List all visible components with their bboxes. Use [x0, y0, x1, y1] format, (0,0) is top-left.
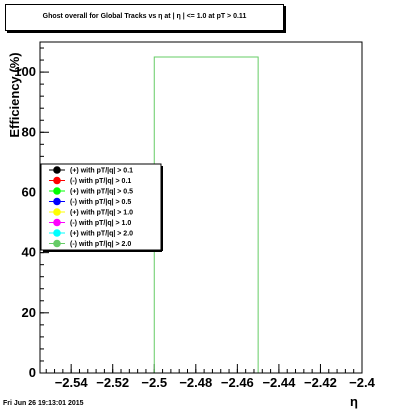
histogram-bin — [153, 56, 259, 373]
x-tick-label: −2.46 — [221, 375, 254, 390]
legend-marker — [53, 208, 61, 216]
footer-timestamp: Fri Jun 26 19:13:01 2015 — [3, 400, 84, 407]
x-tick-label: −2.44 — [262, 375, 296, 390]
legend-label: (-) with pT/|q| > 1.0 — [70, 220, 131, 227]
x-axis-title: η — [350, 394, 358, 409]
y-tick-label: 60 — [22, 184, 36, 199]
legend-label: (+) with pT/|q| > 1.0 — [70, 210, 133, 217]
y-tick-label: 20 — [22, 305, 36, 320]
title-box: Ghost overall for Global Tracks vs η at … — [5, 4, 284, 31]
legend-marker — [53, 218, 61, 227]
legend-label: (+) with pT/|q| > 2.0 — [70, 231, 133, 238]
chart-title: Ghost overall for Global Tracks vs η at … — [42, 13, 247, 20]
legend-marker — [53, 197, 61, 206]
histogram-layer — [153, 56, 259, 373]
legend-marker — [53, 166, 61, 174]
legend-label: (+) with pT/|q| > 0.5 — [70, 189, 133, 196]
y-tick-label: 80 — [22, 124, 36, 139]
y-tick-label: 0 — [29, 365, 36, 380]
x-tick-label: −2.52 — [96, 375, 129, 390]
x-tick-label: −2.4 — [349, 375, 375, 390]
legend-label: (-) with pT/|q| > 0.1 — [70, 178, 131, 185]
legend-label: (-) with pT/|q| > 2.0 — [70, 241, 131, 248]
x-tick-label: −2.5 — [141, 375, 167, 390]
x-tick-label: −2.48 — [179, 375, 212, 390]
x-tick-label: −2.42 — [304, 375, 337, 390]
legend-label: (+) with pT/|q| > 0.1 — [70, 168, 133, 175]
legend-marker — [53, 187, 61, 195]
y-tick-label: 40 — [22, 245, 36, 260]
legend-label: (-) with pT/|q| > 0.5 — [70, 199, 131, 206]
y-axis-title: Efficiency (%) — [7, 52, 22, 137]
y-tick-label: 100 — [14, 64, 36, 79]
x-tick-label: −2.54 — [55, 375, 89, 390]
legend: (+) with pT/|q| > 0.1 (-) with pT/|q| > 0… — [40, 163, 163, 252]
ticks-layer: −2.54 −2.52 −2.5 −2.48 −2.46 −2.44 −2.42 −2.4 0 2… — [14, 47, 376, 390]
legend-marker — [53, 239, 61, 248]
legend-marker — [53, 229, 61, 237]
legend-box — [40, 163, 162, 251]
plot-frame — [39, 41, 363, 374]
legend-marker — [53, 176, 61, 185]
